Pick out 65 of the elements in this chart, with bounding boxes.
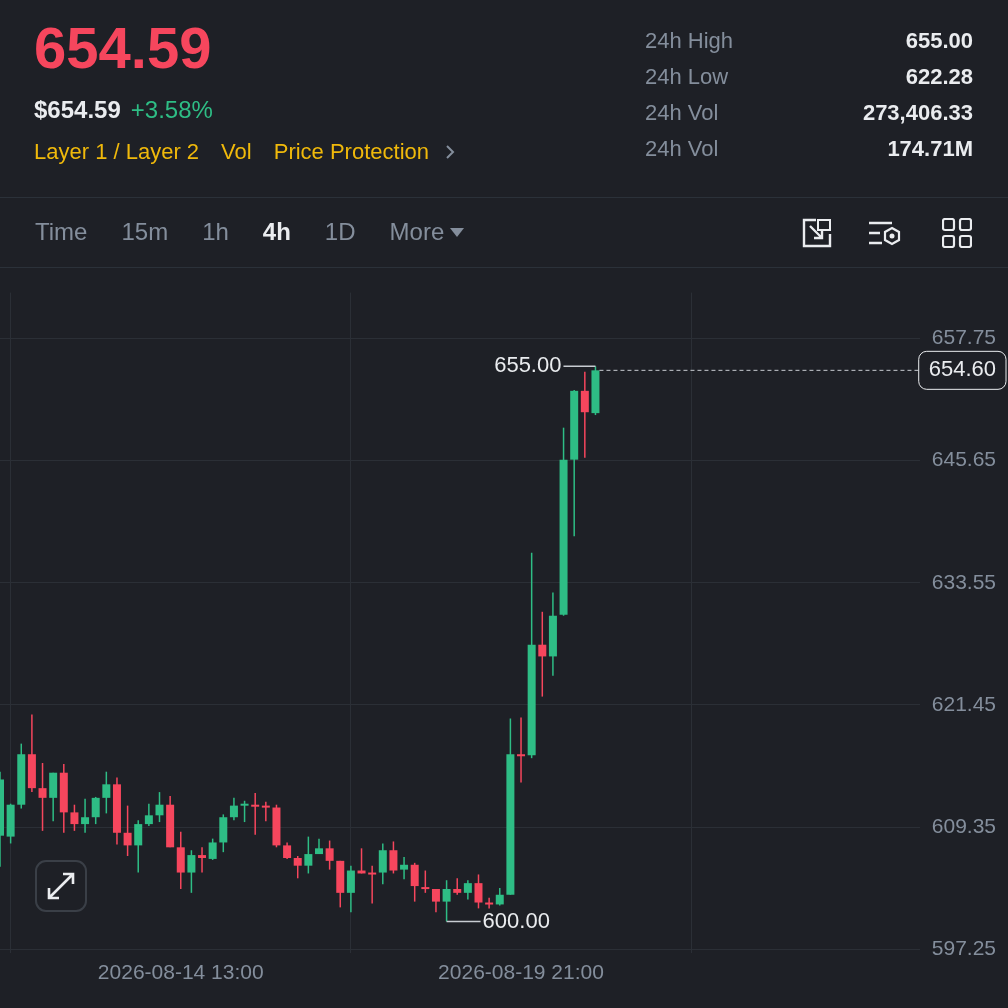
- candlestick: [389, 840, 398, 875]
- text: 1D: [324, 218, 356, 246]
- text: 273,406.33: [862, 100, 973, 126]
- y-tick-label: 633.55: [931, 569, 996, 593]
- annotation: 600.00: [482, 907, 550, 933]
- y-tick-label: 645.65: [931, 447, 996, 471]
- candlestick: [91, 796, 100, 825]
- y-tick-label: 609.35: [931, 813, 996, 837]
- candlestick: [144, 802, 153, 827]
- candlestick: [304, 835, 313, 875]
- text: Layer 1 / Layer 2: [34, 139, 200, 165]
- candlestick: [198, 846, 207, 874]
- candlestick: [123, 804, 132, 857]
- candlestick: [453, 877, 462, 896]
- text: 655.00: [905, 28, 973, 54]
- candlestick: [155, 791, 164, 823]
- candlestick: [463, 879, 472, 901]
- text: 622.28: [905, 64, 973, 90]
- candlestick: [70, 803, 79, 832]
- candlestick: [38, 762, 47, 832]
- text: 15m: [121, 218, 169, 246]
- candlestick: [261, 801, 270, 822]
- x-tick-label: 2026-08-19 21:00: [438, 960, 604, 984]
- text: 1h: [202, 218, 229, 246]
- ref-line-label: 654.60: [928, 356, 996, 382]
- candlestick: [421, 869, 430, 894]
- chart-title: 654.59: [34, 14, 212, 81]
- candlestick: [134, 819, 143, 874]
- text: 4h: [262, 218, 291, 246]
- candlestick: [102, 770, 111, 815]
- text: More: [389, 218, 445, 246]
- candlestick: [378, 842, 387, 885]
- text: 24h Vol: [645, 136, 719, 162]
- text: Price Protection: [273, 139, 429, 165]
- candlestick: [431, 888, 440, 913]
- candlestick: [474, 873, 483, 910]
- candlestick: [580, 371, 589, 459]
- text: 24h High: [645, 28, 734, 54]
- text: 24h Vol: [645, 100, 719, 126]
- y-tick-label: 597.25: [931, 936, 996, 960]
- candlestick: [229, 797, 238, 821]
- candlestick: [517, 716, 526, 784]
- candlestick: [251, 792, 260, 836]
- candlestick: [325, 839, 334, 871]
- candlestick: [346, 864, 355, 913]
- y-tick-label: 657.75: [931, 325, 996, 349]
- text: 174.71M: [887, 136, 973, 162]
- y-tick-label: 621.45: [931, 691, 996, 715]
- candlestick: [400, 856, 409, 881]
- candlestick: [240, 800, 249, 823]
- candlestick: [442, 879, 451, 923]
- candlestick: [293, 855, 302, 880]
- x-tick-label: 2026-08-14 13:00: [97, 960, 264, 984]
- candlestick: [410, 862, 419, 903]
- text: Vol: [221, 139, 252, 165]
- candlestick: [485, 896, 494, 910]
- text: 24h Low: [645, 64, 729, 90]
- text: Time: [35, 218, 88, 246]
- annotation: 655.00: [494, 352, 562, 378]
- candlestick: [187, 849, 196, 894]
- candlestick: [368, 864, 377, 905]
- candlestick: [81, 798, 90, 834]
- candlestick: [538, 611, 547, 698]
- candlestick: [208, 837, 217, 861]
- chart-subtitle: $654.59 +3.58%: [34, 96, 213, 123]
